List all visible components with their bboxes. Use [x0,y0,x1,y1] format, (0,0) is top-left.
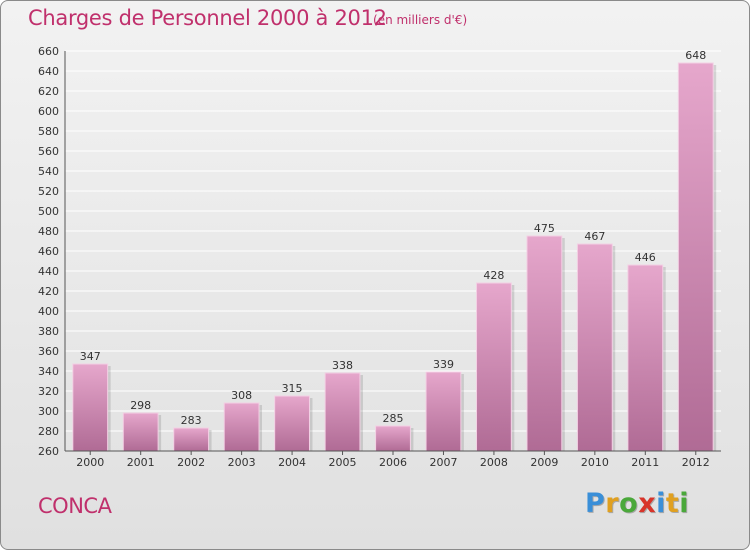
bar [72,363,109,452]
bar-value-label: 285 [383,412,404,425]
y-tick-label: 260 [38,445,59,458]
logo-letter: x [638,488,657,519]
bar-value-label: 428 [483,269,504,282]
x-tick-label: 2012 [682,456,710,469]
bar [274,395,310,452]
x-tick-label: 2000 [76,456,104,469]
logo-letter: i [679,488,690,519]
logo-letter: t [665,488,680,519]
bar-value-label: 338 [332,359,353,372]
x-tick-label: 2006 [379,456,407,469]
bar [677,62,714,452]
x-tick-label: 2011 [631,456,659,469]
x-tick-label: 2001 [127,456,155,469]
bar-value-label: 446 [635,251,656,264]
bar-value-label: 648 [685,49,706,62]
x-tick-label: 2010 [581,456,609,469]
bar [173,427,210,452]
bar-value-label: 298 [130,399,151,412]
y-tick-label: 420 [38,285,59,298]
bar-value-label: 308 [231,389,252,402]
y-tick-label: 440 [38,265,59,278]
bar [324,372,361,452]
y-tick-label: 500 [38,205,59,218]
y-tick-label: 640 [38,65,59,78]
commune-name: CONCA [38,494,112,518]
y-tick-label: 340 [38,365,59,378]
logo-letter: i [656,488,666,519]
bar-value-label: 347 [80,350,101,363]
y-tick-label: 540 [38,165,59,178]
chart-title: Charges de Personnel 2000 à 2012 [28,6,387,30]
bar [223,402,260,452]
bar [122,412,159,452]
y-tick-label: 660 [38,45,59,58]
bar-value-label: 283 [181,414,202,427]
y-tick-label: 400 [38,305,59,318]
y-tick-label: 360 [38,345,59,358]
bar [526,235,563,452]
bar-value-label: 475 [534,222,555,235]
logo-letter: r [605,488,620,519]
y-tick-label: 620 [38,85,59,98]
chart-subtitle: (en milliers d'€) [373,13,468,27]
logo-letter: P [585,488,606,519]
x-tick-label: 2004 [278,456,306,469]
x-tick-label: 2002 [177,456,205,469]
x-tick-label: 2008 [480,456,508,469]
y-tick-label: 300 [38,405,59,418]
bar [627,264,664,452]
bar [576,243,613,452]
y-tick-label: 600 [38,105,59,118]
x-tick-label: 2009 [530,456,558,469]
bar-value-label: 315 [282,382,303,395]
bar-value-label: 339 [433,358,454,371]
logo-letter: o [619,488,639,519]
bar [425,371,462,452]
bar [375,425,411,452]
x-tick-label: 2003 [228,456,256,469]
y-tick-label: 460 [38,245,59,258]
bar-value-label: 467 [584,230,605,243]
x-tick-label: 2007 [429,456,457,469]
y-tick-label: 380 [38,325,59,338]
x-tick-label: 2005 [329,456,357,469]
y-tick-label: 280 [38,425,59,438]
bar [476,282,512,452]
y-tick-label: 580 [38,125,59,138]
y-tick-label: 520 [38,185,59,198]
proxiti-logo: Proxiti [585,488,689,519]
y-tick-label: 320 [38,385,59,398]
y-tick-label: 480 [38,225,59,238]
y-tick-label: 560 [38,145,59,158]
